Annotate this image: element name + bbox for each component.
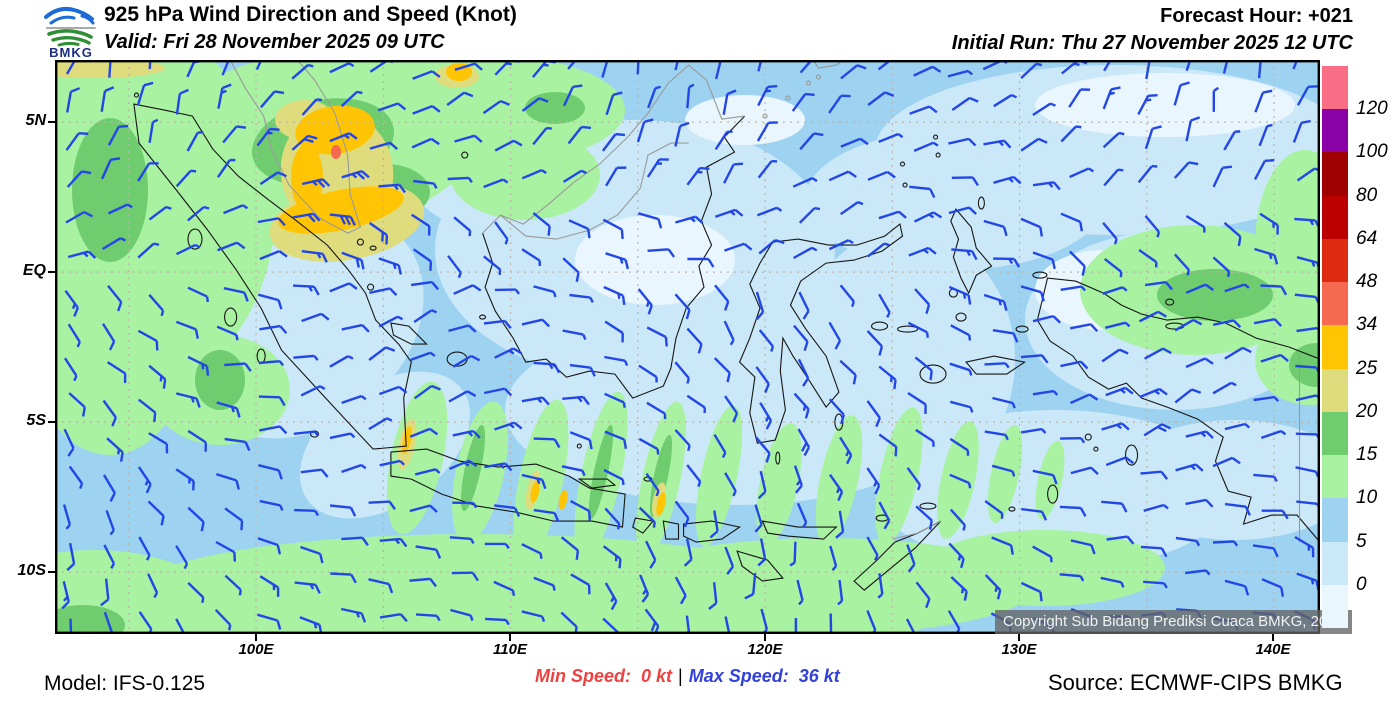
legend-color-segment <box>1322 195 1348 239</box>
wind-speed-legend <box>1322 66 1348 629</box>
bmkg-logo-text: BMKG <box>49 45 93 58</box>
wind-barb-layer <box>61 60 1320 634</box>
legend-color-segment <box>1322 282 1348 326</box>
lat-tick-label: 10S <box>17 562 46 579</box>
lat-tick <box>48 571 55 573</box>
legend-color-segment <box>1322 455 1348 499</box>
legend-color-segment <box>1322 411 1348 456</box>
legend-color-segment <box>1322 66 1348 110</box>
lat-tick-label: 5N <box>25 112 46 129</box>
legend-tick-label: 0 <box>1356 573 1367 595</box>
legend-tick-label: 5 <box>1356 530 1367 552</box>
legend-color-segment <box>1322 368 1348 412</box>
legend-color-segment <box>1322 498 1348 542</box>
legend-tick-label: 120 <box>1356 98 1388 120</box>
graticule-layer <box>55 60 1320 634</box>
lat-tick <box>48 421 55 423</box>
lat-tick <box>48 121 55 123</box>
bmkg-logo: BMKG <box>44 6 96 58</box>
min-speed-value: 0 kt <box>641 666 673 686</box>
source-label: Source: ECMWF-CIPS BMKG <box>1048 670 1343 695</box>
legend-color-segment <box>1322 109 1348 153</box>
legend-tick-label: 64 <box>1356 227 1378 249</box>
legend-color-segment <box>1322 238 1348 283</box>
max-speed-label: Max Speed: <box>688 666 789 686</box>
lon-tick-label: 100E <box>238 641 274 658</box>
map-border <box>55 60 1320 634</box>
legend-color-segment <box>1322 152 1348 196</box>
lon-tick-label: 120E <box>747 641 783 658</box>
valid-time-label: Valid: Fri 28 November 2025 09 UTC <box>104 31 445 53</box>
lat-tick <box>48 271 55 273</box>
legend-tick-label: 10 <box>1356 487 1378 509</box>
lon-tick <box>509 634 511 641</box>
min-speed-label: Min Speed: <box>535 666 632 686</box>
lat-tick-label: EQ <box>22 262 46 279</box>
wind-map <box>55 60 1320 634</box>
minmax-separator: | <box>678 666 683 686</box>
initial-run-label: Initial Run: Thu 27 November 2025 12 UTC <box>951 32 1353 54</box>
legend-tick-label: 80 <box>1356 184 1378 206</box>
max-speed-value: 36 kt <box>798 666 840 686</box>
lon-tick-label: 130E <box>1001 641 1037 658</box>
minmax-speed-line: Min Speed: 0 kt | Max Speed: 36 kt <box>535 666 840 687</box>
legend-tick-label: 25 <box>1356 357 1378 379</box>
lat-tick-label: 5S <box>26 412 46 429</box>
lon-tick <box>255 634 257 641</box>
page-title: 925 hPa Wind Direction and Speed (Knot) <box>104 3 517 26</box>
lon-tick-label: 140E <box>1255 641 1291 658</box>
legend-tick-label: 34 <box>1356 314 1378 336</box>
legend-tick-label: 48 <box>1356 271 1378 293</box>
lon-tick <box>1018 634 1020 641</box>
bmkg-logo-cloud <box>44 6 96 47</box>
lon-tick-label: 110E <box>493 641 527 658</box>
lon-tick <box>764 634 766 641</box>
lon-tick <box>1272 634 1274 641</box>
legend-tick-label: 100 <box>1356 141 1388 163</box>
legend-color-segment <box>1322 325 1348 369</box>
legend-tick-label: 20 <box>1356 400 1378 422</box>
legend-color-segment <box>1322 584 1348 629</box>
legend-tick-label: 15 <box>1356 444 1378 466</box>
copyright-note: Copyright Sub Bidang Prediksi Cuaca BMKG… <box>995 610 1353 634</box>
model-label: Model: IFS-0.125 <box>44 672 206 695</box>
forecast-hour-label: Forecast Hour: +021 <box>1160 5 1353 27</box>
legend-color-segment <box>1322 541 1348 585</box>
